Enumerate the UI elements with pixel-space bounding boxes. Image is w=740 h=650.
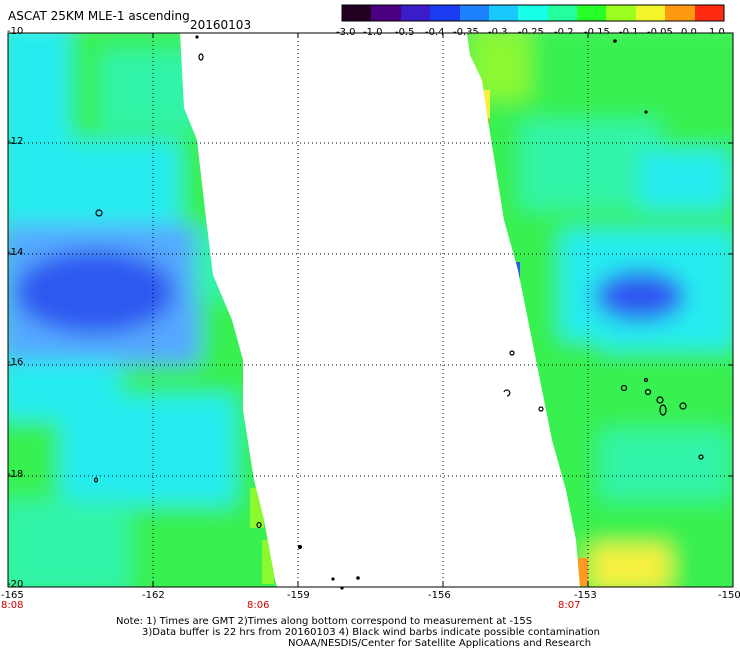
note-line-2: 3)Data buffer is 22 hrs from 20160103 4)… (142, 627, 600, 638)
colorbar-swatch (518, 5, 548, 21)
colorbar-swatch (489, 5, 518, 21)
lat-label: -10 (7, 26, 24, 37)
colorbar-swatch (665, 5, 695, 21)
lon-label: -159 (287, 590, 310, 601)
colorbar-swatch (401, 5, 430, 21)
product-title: ASCAT 25KM MLE-1 ascending (8, 9, 190, 23)
lon-label: -153 (574, 590, 597, 601)
colorbar-swatch (606, 5, 636, 21)
lat-label: -14 (7, 247, 24, 258)
colorbar (341, 4, 725, 22)
time-label: 8:06 (247, 600, 270, 611)
lon-label: -156 (428, 590, 451, 601)
graticule (8, 33, 733, 587)
lon-label: -162 (142, 590, 165, 601)
lat-label: -12 (7, 136, 24, 147)
colorbar-swatch (577, 5, 606, 21)
time-label: 8:07 (558, 600, 581, 611)
lat-label: -18 (7, 469, 24, 480)
left-swath (8, 33, 277, 587)
lon-label: -165 (1, 590, 24, 601)
lat-label: -16 (7, 357, 24, 368)
product-date: 20160103 (190, 18, 252, 32)
colorbar-swatch (548, 5, 577, 21)
colorbar-swatch (460, 5, 489, 21)
note-line-1: Note: 1) Times are GMT 2)Times along bot… (116, 616, 533, 627)
time-label: 8:08 (1, 600, 24, 611)
right-swath (467, 33, 733, 587)
lat-label: -20 (7, 579, 24, 590)
note-line-3: NOAA/NESDIS/Center for Satellite Applica… (288, 638, 592, 649)
colorbar-swatch (342, 5, 371, 21)
colorbar-swatch (695, 5, 724, 21)
colorbar-swatch (371, 5, 401, 21)
colorbar-swatch (430, 5, 460, 21)
colorbar-swatch (636, 5, 665, 21)
lon-label: -150 (718, 590, 740, 601)
island-outlines (93, 35, 704, 590)
